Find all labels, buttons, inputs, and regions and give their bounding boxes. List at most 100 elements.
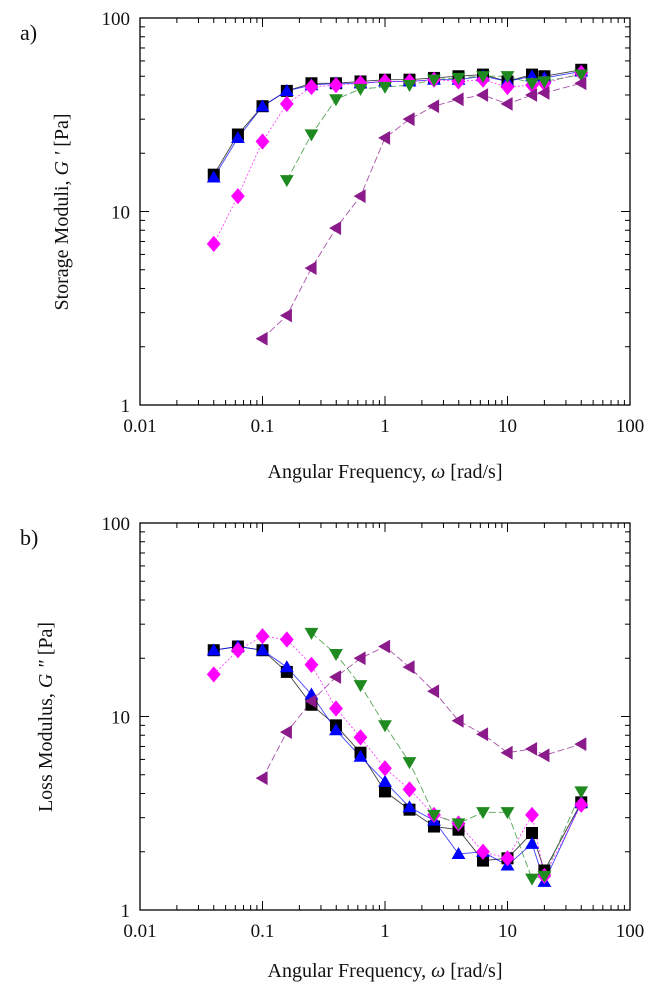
data-point-purple-triangle-left	[378, 131, 391, 145]
data-point-magenta-diamond	[255, 628, 270, 645]
data-point-purple-triangle-left	[500, 745, 513, 760]
series-line-purple-triangle-left	[262, 82, 582, 340]
data-point-purple-triangle-left	[255, 331, 268, 346]
data-point-blue-triangle-up	[353, 749, 368, 762]
panel-a-markers	[206, 63, 589, 346]
data-point-magenta-diamond	[231, 642, 245, 659]
x-tick-label: 1	[380, 416, 390, 437]
data-point-purple-triangle-left	[279, 725, 292, 740]
data-point-black-square	[477, 854, 490, 867]
x-tick-label: 1	[380, 921, 390, 942]
data-point-black-square	[379, 785, 391, 798]
data-point-purple-triangle-left	[378, 639, 391, 654]
data-point-green-triangle-down	[451, 72, 466, 85]
panel-b-ytick-labels: 1 10 100	[102, 514, 131, 922]
data-point-purple-triangle-left	[353, 189, 366, 204]
data-point-purple-triangle-left	[353, 651, 366, 666]
data-point-magenta-diamond	[476, 843, 490, 860]
data-point-purple-triangle-left	[476, 727, 489, 742]
data-point-green-triangle-down	[353, 83, 368, 96]
x-tick-label: 100	[616, 921, 645, 942]
series-line-green-triangle-down	[286, 74, 582, 181]
data-point-green-triangle-down	[402, 757, 417, 770]
panel-a-series-lines	[213, 69, 582, 340]
y-tick-label: 100	[102, 514, 131, 535]
x-tick-label: 10	[498, 416, 517, 437]
data-point-magenta-diamond	[574, 796, 589, 813]
series-line-blue-triangle-up	[213, 646, 582, 883]
panel-b-x-axis-label: Angular Frequency, ω [rad/s]	[268, 960, 503, 982]
data-point-purple-triangle-left	[574, 737, 587, 752]
data-point-green-triangle-down	[476, 807, 490, 820]
data-point-magenta-diamond	[402, 781, 417, 798]
data-point-purple-triangle-left	[329, 670, 342, 684]
data-point-magenta-diamond	[378, 73, 392, 90]
panel-b-label: b)	[20, 525, 38, 550]
data-point-green-triangle-down	[500, 71, 515, 84]
data-point-magenta-diamond	[525, 806, 539, 824]
data-point-purple-triangle-left	[255, 771, 268, 786]
data-point-purple-triangle-left	[476, 88, 489, 102]
data-point-magenta-diamond	[279, 95, 294, 112]
panel-a-ticks	[140, 18, 630, 405]
data-point-blue-triangle-up	[329, 723, 343, 736]
data-point-green-triangle-down	[329, 649, 343, 662]
x-tick-label: 0.01	[123, 921, 156, 942]
data-point-purple-triangle-left	[427, 99, 440, 114]
data-point-magenta-diamond	[279, 631, 294, 648]
x-tick-label: 0.01	[123, 416, 156, 437]
y-tick-label: 100	[102, 9, 131, 30]
data-point-magenta-diamond	[304, 656, 319, 673]
data-point-green-triangle-down	[329, 94, 343, 107]
x-tick-label: 10	[498, 921, 517, 942]
series-line-magenta-diamond	[213, 635, 582, 878]
panel-a: a) 0.01 0.1 1 10 100 1 10 100 Angular Frequenc…	[20, 9, 644, 483]
data-point-green-triangle-down	[574, 786, 589, 799]
data-point-purple-triangle-left	[525, 742, 538, 756]
data-point-green-triangle-down	[537, 870, 552, 883]
panel-b: b) 0.01 0.1 1 10 100 1 10 100 Angular Frequenc…	[20, 514, 644, 982]
data-point-purple-triangle-left	[537, 86, 550, 100]
data-point-green-triangle-down	[279, 175, 294, 188]
panel-a-y-axis-label: Storage Moduli, G ' [Pa]	[51, 113, 73, 310]
series-line-blue-triangle-up	[213, 70, 582, 178]
data-point-purple-triangle-left	[304, 694, 317, 709]
data-point-magenta-diamond	[329, 700, 343, 717]
data-point-blue-triangle-up	[206, 643, 221, 656]
data-point-purple-triangle-left	[329, 221, 342, 236]
data-point-magenta-diamond	[500, 78, 515, 96]
panel-b-ticks	[140, 523, 630, 910]
x-tick-label: 0.1	[251, 921, 275, 942]
data-point-purple-triangle-left	[537, 748, 550, 763]
data-point-blue-triangle-up	[402, 800, 417, 813]
data-point-blue-triangle-up	[378, 774, 392, 787]
panel-a-x-axis-label: Angular Frequency, ω [rad/s]	[268, 461, 503, 483]
data-point-black-square	[526, 826, 539, 839]
data-point-purple-triangle-left	[402, 660, 415, 675]
series-line-magenta-diamond	[213, 72, 582, 245]
data-point-purple-triangle-left	[402, 112, 415, 127]
y-tick-label: 10	[111, 203, 130, 224]
data-point-green-triangle-down	[525, 78, 539, 91]
x-tick-label: 0.1	[251, 416, 275, 437]
data-point-blue-triangle-up	[206, 170, 221, 183]
panel-b-series-lines	[213, 632, 582, 883]
data-point-green-triangle-down	[451, 818, 466, 831]
data-point-blue-triangle-up	[279, 660, 294, 673]
data-point-green-triangle-down	[525, 873, 539, 886]
data-point-green-triangle-down	[378, 720, 392, 733]
data-point-green-triangle-down	[537, 76, 552, 89]
data-point-green-triangle-down	[353, 680, 368, 693]
data-point-purple-triangle-left	[279, 308, 292, 323]
data-point-magenta-diamond	[231, 188, 245, 205]
data-point-magenta-diamond	[329, 77, 343, 94]
data-point-green-triangle-down	[304, 627, 319, 640]
data-point-magenta-diamond	[304, 78, 319, 96]
data-point-purple-triangle-left	[500, 96, 513, 111]
series-line-purple-triangle-left	[262, 645, 582, 779]
data-point-magenta-diamond	[353, 729, 368, 746]
panel-a-ytick-labels: 1 10 100	[102, 9, 131, 417]
data-point-green-triangle-down	[427, 809, 441, 822]
data-point-green-triangle-down	[402, 80, 417, 93]
